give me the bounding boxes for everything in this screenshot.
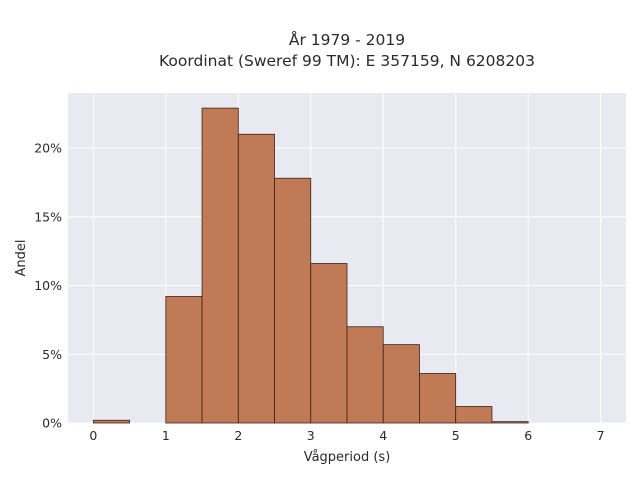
histogram-bar [310,263,348,424]
y-axis-label: Andel [14,240,29,277]
chart-title-line1: År 1979 - 2019 [289,30,405,49]
histogram-bar [455,406,493,424]
y-tick-label: 5% [42,347,62,362]
histogram-bar [419,373,457,424]
x-tick-label: 5 [452,428,460,443]
x-axis-label: Vågperiod (s) [304,450,391,465]
x-tick-label: 4 [379,428,387,443]
histogram-bar [274,177,312,424]
chart-title-line2: Koordinat (Sweref 99 TM): E 357159, N 62… [159,52,535,70]
y-tick-label: 20% [34,141,62,156]
x-tick-label: 1 [162,428,170,443]
histogram-bar [382,344,420,424]
x-tick-label: 3 [307,428,315,443]
x-tick-label: 0 [89,428,97,443]
histogram-bar [237,133,275,424]
y-tick-label: 10% [34,278,62,293]
x-tick-label: 2 [234,428,242,443]
histogram-bar [201,107,239,424]
y-tick-label: 0% [42,416,62,431]
histogram-bar [346,326,384,424]
histogram-bar [165,296,203,424]
y-tick-labels: 0% 5% 10% 15% 20% [34,141,62,431]
x-tick-label: 6 [524,428,532,443]
x-tick-label: 7 [597,428,605,443]
y-tick-label: 15% [34,209,62,224]
x-tick-labels: 0 1 2 3 4 5 6 7 [89,428,604,443]
histogram-bar [92,419,130,424]
histogram-bar [491,421,529,424]
bars [92,107,529,424]
